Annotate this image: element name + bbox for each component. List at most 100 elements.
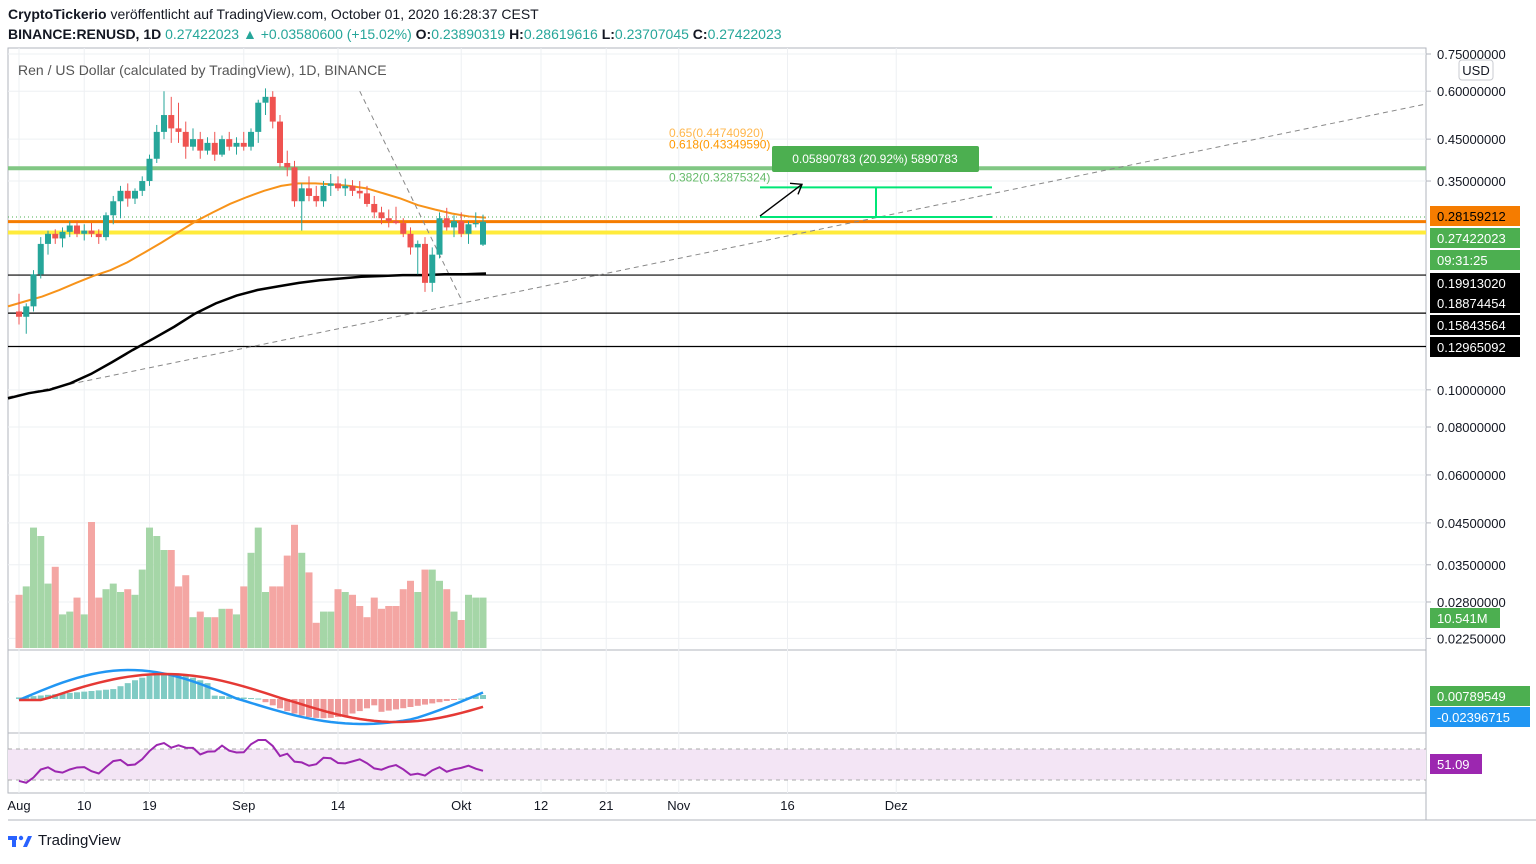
price-axis-label-bg bbox=[1430, 250, 1520, 270]
macd-histogram-bar bbox=[110, 689, 117, 699]
candle-body bbox=[204, 142, 211, 151]
candles bbox=[16, 88, 486, 334]
candle-body bbox=[16, 311, 22, 317]
volume-bar bbox=[102, 589, 110, 648]
ohlc-header: BINANCE:RENUSD, 1D 0.27422023 ▲ +0.03580… bbox=[8, 26, 782, 42]
macd-histogram-bar bbox=[95, 690, 102, 699]
macd-histogram-bar bbox=[124, 683, 131, 699]
fib-label: 0.382(0.32875324) bbox=[669, 170, 770, 184]
volume-bar bbox=[341, 592, 349, 648]
candle-body bbox=[458, 221, 465, 234]
candle-body bbox=[371, 203, 378, 213]
volume-bar bbox=[218, 608, 226, 648]
price-axis-label-bg bbox=[1430, 337, 1520, 357]
price-axis-label: 0.12965092 bbox=[1437, 340, 1506, 355]
time-tick-label: Dez bbox=[885, 798, 908, 813]
volume-bar bbox=[15, 594, 23, 648]
currency-badge[interactable]: USD bbox=[1458, 59, 1494, 81]
macd-histogram-bar bbox=[269, 699, 276, 706]
measure-badge bbox=[772, 146, 979, 172]
candle-body bbox=[429, 254, 436, 283]
volume-bar bbox=[269, 586, 277, 648]
candle-body bbox=[349, 185, 356, 191]
candle-body bbox=[472, 223, 479, 225]
time-tick-label: Okt bbox=[451, 798, 472, 813]
candle-body bbox=[407, 233, 414, 248]
candle-body bbox=[378, 212, 385, 219]
candle-body bbox=[320, 185, 327, 202]
candle-body bbox=[306, 188, 312, 196]
candle-body bbox=[335, 183, 341, 189]
volume-bar bbox=[30, 527, 37, 648]
measure-arrowhead bbox=[789, 182, 804, 195]
volume-bar bbox=[233, 614, 240, 648]
macd-histogram-bar bbox=[211, 695, 218, 699]
candle-body bbox=[110, 201, 117, 216]
macd-value-label-bg bbox=[1430, 707, 1530, 727]
candle-body bbox=[190, 139, 196, 147]
rsi-band bbox=[8, 749, 1426, 780]
price-tick-label: 0.75000000 bbox=[1437, 47, 1506, 62]
macd-histogram-bar bbox=[277, 699, 283, 709]
price-axis-label-bg bbox=[1430, 293, 1520, 313]
macd-histogram-bar bbox=[248, 698, 254, 700]
candle-body bbox=[414, 243, 421, 248]
volume-bar bbox=[320, 611, 327, 648]
candle-body bbox=[240, 142, 247, 147]
close-value: 0.27422023 bbox=[707, 26, 782, 42]
volume-bar bbox=[189, 617, 197, 648]
candle-body bbox=[52, 233, 59, 239]
volume-bar bbox=[349, 594, 356, 648]
candle-body bbox=[465, 224, 472, 234]
volume-bar bbox=[247, 552, 255, 648]
macd-line bbox=[18, 668, 484, 726]
author-name[interactable]: CryptoTickerio bbox=[8, 6, 107, 22]
tradingview-footer[interactable]: TradingView bbox=[8, 832, 121, 849]
candle-body bbox=[37, 243, 44, 275]
volume-bar bbox=[392, 606, 400, 648]
volume-bar bbox=[378, 608, 385, 648]
macd-histogram-bar bbox=[291, 699, 298, 714]
low-value: 0.23707045 bbox=[614, 26, 689, 42]
candle-body bbox=[132, 190, 138, 199]
price-change: ▲ +0.03580600 (+15.02%) bbox=[242, 26, 412, 42]
volume-bar bbox=[472, 597, 480, 648]
fib-label: 0.65(0.44740920) bbox=[669, 126, 764, 140]
price-tick-label: 0.45000000 bbox=[1437, 132, 1506, 147]
price-tick-label: 0.10000000 bbox=[1437, 383, 1506, 398]
candle-body bbox=[103, 215, 109, 238]
candle-body bbox=[255, 102, 262, 132]
rsi-line bbox=[18, 739, 484, 784]
chart-grid bbox=[7, 47, 1536, 821]
macd-histogram-bar bbox=[393, 699, 399, 710]
price-axis-label: 0.27422023 bbox=[1437, 231, 1506, 246]
candle-body bbox=[219, 139, 225, 155]
volume-bar bbox=[22, 586, 30, 648]
volume-bar bbox=[262, 592, 269, 648]
volume-bar bbox=[51, 566, 59, 648]
volume-bar bbox=[73, 597, 81, 648]
macd-histogram-bar bbox=[400, 699, 407, 709]
macd-hist-label-bg bbox=[1430, 686, 1530, 706]
macd-histogram-bar bbox=[132, 680, 138, 699]
rsi-label-bg bbox=[1430, 754, 1482, 774]
macd-histogram-bar bbox=[436, 699, 443, 703]
currency-label: USD bbox=[1462, 63, 1489, 78]
candle-body bbox=[30, 274, 37, 307]
candle-body bbox=[161, 115, 167, 132]
time-tick-label: 16 bbox=[780, 798, 794, 813]
volume-bar bbox=[95, 597, 103, 648]
volume-bar bbox=[334, 589, 342, 648]
macd-histogram-bar bbox=[16, 697, 22, 699]
macd-hist-label: 0.00789549 bbox=[1437, 689, 1506, 704]
macd-histogram-bar bbox=[30, 696, 37, 699]
macd-histogram-bar bbox=[335, 699, 341, 717]
volume-bar bbox=[88, 522, 95, 648]
open-value: 0.23890319 bbox=[431, 26, 506, 42]
macd-histogram-bar bbox=[240, 697, 247, 699]
volume-bar bbox=[240, 586, 248, 648]
candle-body bbox=[146, 158, 153, 182]
fib-label: 0.618(0.43349590) bbox=[669, 137, 770, 151]
time-tick-label: 10 bbox=[77, 798, 91, 813]
